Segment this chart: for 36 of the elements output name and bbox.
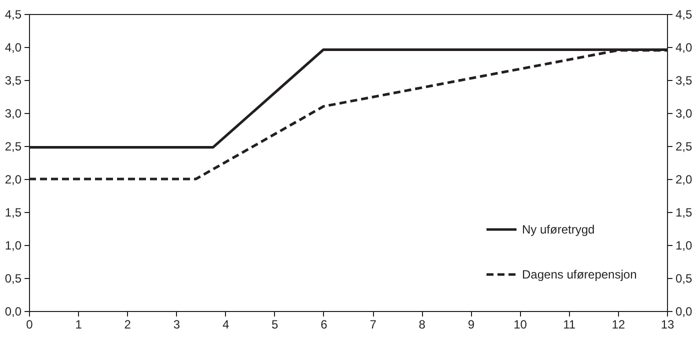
x-tick-label: 1 — [75, 318, 82, 332]
x-tick-label: 6 — [320, 318, 328, 332]
y2-tick-label: 2,0 — [676, 172, 693, 186]
y2-tick-label: 3,0 — [676, 106, 693, 120]
y-tick-label: 2,0 — [4, 172, 22, 186]
x-tick-label: 11 — [563, 318, 576, 332]
y2-tick-label: 0,5 — [676, 272, 693, 286]
y2-tick-label: 1,0 — [676, 238, 693, 252]
legend-label: Dagens uførepensjon — [522, 268, 637, 282]
x-tick-label: 4 — [222, 318, 230, 332]
y-tick-label: 4,5 — [4, 8, 22, 22]
y-tick-label: 1,0 — [4, 238, 22, 252]
x-tick-label: 9 — [468, 318, 475, 332]
y2-tick-label: 2,5 — [676, 140, 693, 154]
x-tick-label: 13 — [660, 318, 674, 332]
x-tick-label: 5 — [272, 318, 279, 332]
x-tick-label: 3 — [173, 318, 180, 332]
y-tick-label: 0,0 — [4, 304, 22, 318]
y2-tick-label: 3,5 — [676, 74, 693, 88]
y-tick-label: 3,5 — [4, 74, 22, 88]
x-tick-label: 0 — [26, 318, 34, 332]
x-tick-label: 7 — [370, 318, 377, 332]
x-tick-label: 10 — [514, 318, 528, 332]
y-tick-label: 3,0 — [4, 106, 22, 120]
y-tick-label: 1,5 — [4, 206, 22, 220]
y-tick-label: 2,5 — [4, 140, 22, 154]
y2-tick-label: 4,5 — [676, 8, 693, 22]
y2-tick-label: 4,0 — [676, 40, 693, 54]
x-tick-label: 12 — [612, 318, 626, 332]
x-tick-label: 8 — [418, 318, 426, 332]
y2-tick-label: 0,0 — [676, 304, 693, 318]
legend-label: Ny uføretrygd — [522, 222, 595, 236]
x-tick-label: 2 — [124, 318, 132, 332]
y-tick-label: 4,0 — [4, 40, 22, 54]
y2-tick-label: 1,5 — [676, 206, 693, 220]
y-tick-label: 0,5 — [4, 272, 22, 286]
